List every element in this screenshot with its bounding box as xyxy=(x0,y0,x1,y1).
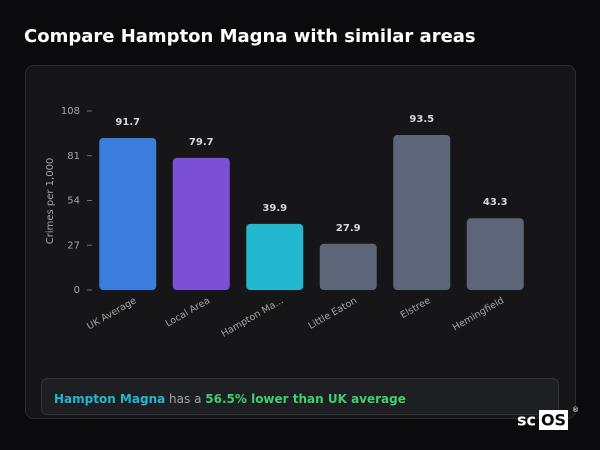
value-label: 93.5 xyxy=(409,114,434,125)
bar xyxy=(466,218,524,290)
value-label: 91.7 xyxy=(115,117,140,128)
y-tick-label: 81 xyxy=(67,151,80,162)
footer-connector: has a xyxy=(169,392,201,406)
value-label: 79.7 xyxy=(189,137,214,148)
bar xyxy=(393,135,451,290)
bar xyxy=(246,223,304,290)
footer-highlight: 56.5% lower than UK average xyxy=(205,392,406,406)
value-label: 27.9 xyxy=(336,223,361,234)
y-tick-label: 0 xyxy=(74,285,80,296)
bar xyxy=(99,138,157,290)
y-tick-label: 108 xyxy=(61,106,80,117)
logo-mark: ® xyxy=(572,406,579,414)
bar xyxy=(319,243,377,290)
footer-area: Hampton Magna xyxy=(54,392,165,406)
page-title: Compare Hampton Magna with similar areas xyxy=(24,26,476,47)
logo-box xyxy=(539,410,568,430)
footer-text: Hampton Magna has a 56.5% lower than UK … xyxy=(54,392,406,406)
bar xyxy=(172,157,230,290)
footer-box xyxy=(41,378,559,415)
y-axis-label: Crimes per 1,000 xyxy=(45,158,56,245)
y-tick-label: 27 xyxy=(67,240,80,251)
value-label: 39.9 xyxy=(262,203,287,214)
logo-prefix: sc xyxy=(517,411,536,430)
y-tick-label: 54 xyxy=(67,196,80,207)
value-label: 43.3 xyxy=(483,197,508,208)
logo-boxed: OS xyxy=(541,411,566,430)
